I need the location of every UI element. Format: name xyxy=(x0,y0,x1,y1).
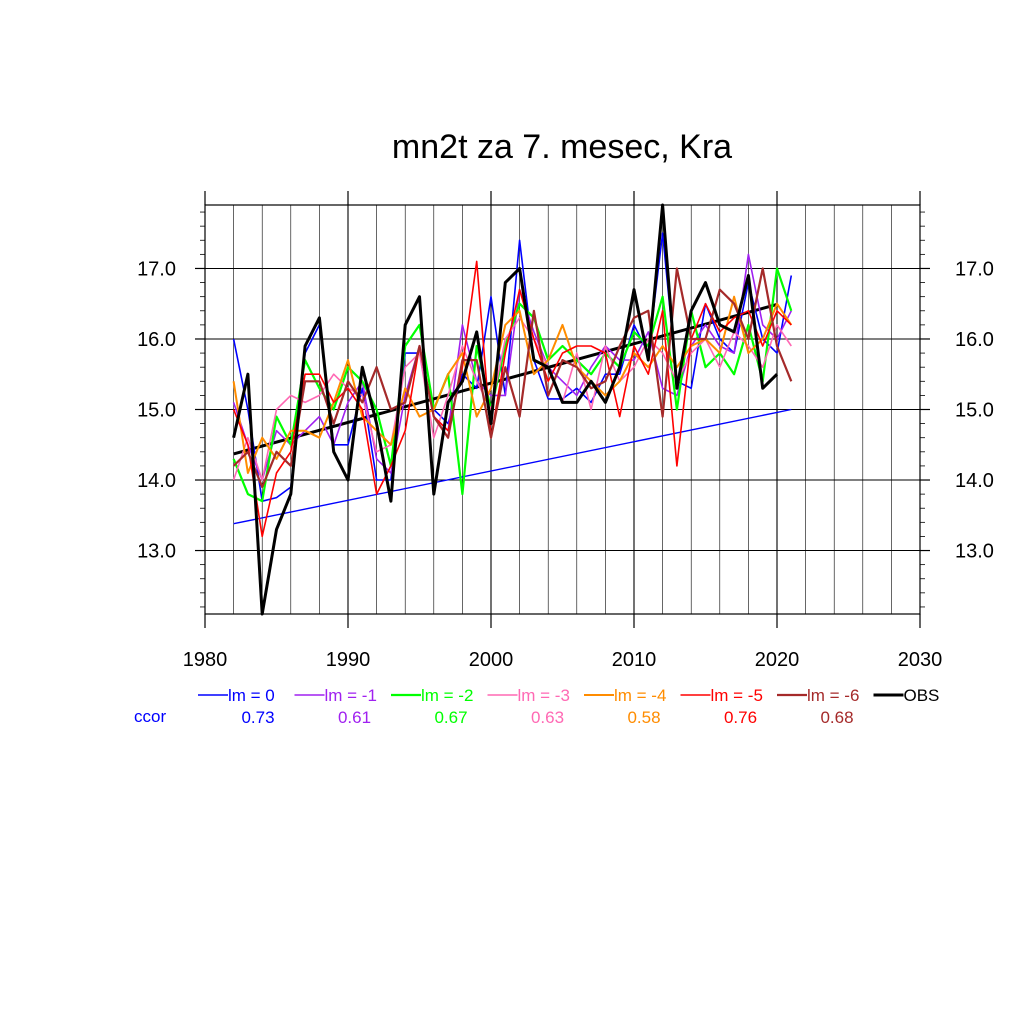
ccor-value: 0.76 xyxy=(724,708,757,727)
series-line xyxy=(232,203,779,616)
ccor-label: ccor xyxy=(134,707,166,726)
x-tick-label: 2020 xyxy=(755,649,800,671)
x-tick-label: 1980 xyxy=(183,649,228,671)
y-tick-label-right: 16.0 xyxy=(955,329,994,351)
x-tick-label: 2010 xyxy=(612,649,657,671)
legend-label: lm = -5 xyxy=(711,686,763,705)
ccor-value: 0.61 xyxy=(338,708,371,727)
y-tick-label-left: 14.0 xyxy=(137,470,176,492)
y-tick-label-left: 16.0 xyxy=(137,329,176,351)
legend: lm = 0 0.73 lm = -1 0.61 lm = -2 0.67 lm = -3 0… xyxy=(198,686,939,727)
ccor-value: 0.67 xyxy=(434,708,467,727)
legend-label: lm = -6 xyxy=(807,686,859,705)
ccor-value: 0.58 xyxy=(627,708,660,727)
legend-label: lm = -1 xyxy=(325,686,377,705)
y-tick-label-right: 15.0 xyxy=(955,400,994,422)
y-tick-label-right: 14.0 xyxy=(955,470,994,492)
x-tick-label: 2030 xyxy=(898,649,943,671)
y-tick-label-right: 17.0 xyxy=(955,258,994,280)
ccor-value: 0.73 xyxy=(241,708,274,727)
axes: 1980 1990 2000 2010 2020 2030 13.0 13.0 14.0 14.0… xyxy=(137,191,994,671)
legend-label: lm = -4 xyxy=(614,686,666,705)
series-lines xyxy=(232,203,793,616)
y-tick-label-left: 13.0 xyxy=(137,541,176,563)
ccor-value: 0.63 xyxy=(531,708,564,727)
x-tick-label: 1990 xyxy=(326,649,371,671)
trend-line xyxy=(233,408,792,525)
y-tick-label-left: 15.0 xyxy=(137,400,176,422)
x-tick-label: 2000 xyxy=(469,649,514,671)
legend-label: lm = -3 xyxy=(518,686,570,705)
chart-title: mn2t za 7. mesec, Kra xyxy=(392,128,732,166)
legend-label: lm = -2 xyxy=(421,686,473,705)
legend-label: OBS xyxy=(904,686,940,705)
legend-label: lm = 0 xyxy=(228,686,275,705)
ccor-value: 0.68 xyxy=(820,708,853,727)
y-tick-label-right: 13.0 xyxy=(955,541,994,563)
y-tick-label-left: 17.0 xyxy=(137,258,176,280)
series-line xyxy=(232,267,793,489)
